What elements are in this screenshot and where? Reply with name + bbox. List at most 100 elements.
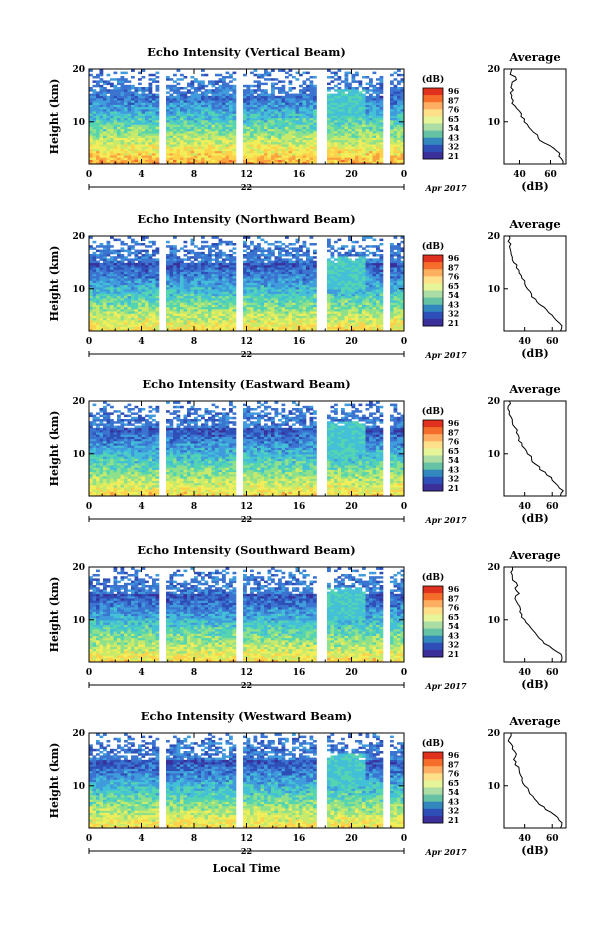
heatmap-cell bbox=[355, 307, 359, 310]
heatmap-cell bbox=[257, 131, 261, 134]
heatmap-cell bbox=[285, 113, 289, 116]
heatmap-cell bbox=[149, 138, 153, 141]
heatmap-cell bbox=[376, 102, 380, 105]
heatmap-cell bbox=[261, 151, 265, 154]
heatmap-cell bbox=[145, 111, 149, 114]
heatmap-cell bbox=[229, 144, 233, 147]
heatmap-cell bbox=[128, 122, 132, 125]
heatmap-cell bbox=[170, 280, 174, 283]
heatmap-cell bbox=[198, 89, 202, 92]
heatmap-cell bbox=[366, 120, 370, 123]
heatmap-cell bbox=[131, 127, 135, 130]
heatmap-cell bbox=[180, 300, 184, 303]
heatmap-cell bbox=[124, 302, 128, 305]
heatmap-cell bbox=[93, 280, 97, 283]
heatmap-cell bbox=[180, 320, 184, 323]
heatmap-cell bbox=[278, 116, 282, 119]
heatmap-cell bbox=[292, 149, 296, 152]
heatmap-cell bbox=[313, 327, 317, 330]
heatmap-cell bbox=[145, 157, 149, 160]
heatmap-cell bbox=[145, 291, 149, 294]
heatmap-cell bbox=[149, 278, 153, 281]
heatmap-cell bbox=[215, 311, 219, 314]
heatmap-cell bbox=[114, 296, 118, 299]
heatmap-cell bbox=[310, 296, 314, 299]
heatmap-cell bbox=[208, 98, 212, 101]
heatmap-cell bbox=[292, 327, 296, 330]
heatmap-cell bbox=[310, 102, 314, 105]
heatmap-cell bbox=[205, 313, 209, 316]
heatmap-cell bbox=[352, 102, 356, 105]
heatmap-cell bbox=[271, 307, 275, 310]
heatmap-cell bbox=[275, 140, 279, 143]
heatmap-cell bbox=[369, 307, 373, 310]
heatmap-cell bbox=[152, 285, 156, 288]
heatmap-cell bbox=[222, 318, 226, 321]
heatmap-cell bbox=[285, 151, 289, 154]
heatmap-cell bbox=[145, 109, 149, 112]
heatmap-cell bbox=[366, 98, 370, 101]
heatmap-cell bbox=[173, 305, 177, 308]
heatmap-cell bbox=[219, 98, 223, 101]
heatmap-cell bbox=[198, 160, 202, 163]
heatmap-cell bbox=[247, 140, 251, 143]
heatmap-cell bbox=[187, 309, 191, 312]
heatmap-cell bbox=[145, 135, 149, 138]
heatmap-cell bbox=[341, 285, 345, 288]
heatmap-cell bbox=[191, 305, 195, 308]
heatmap-cell bbox=[100, 122, 104, 125]
heatmap-cell bbox=[201, 133, 205, 136]
heatmap-cell bbox=[271, 85, 275, 88]
heatmap-cell bbox=[205, 280, 209, 283]
heatmap-cell bbox=[282, 160, 286, 163]
heatmap-cell bbox=[222, 311, 226, 314]
heatmap-cell bbox=[380, 149, 384, 152]
heatmap-cell bbox=[310, 127, 314, 130]
heatmap-cell bbox=[390, 138, 394, 141]
heatmap-cell bbox=[247, 305, 251, 308]
heatmap-cell bbox=[303, 72, 307, 75]
heatmap-cell bbox=[380, 85, 384, 88]
heatmap-cell bbox=[142, 94, 146, 97]
heatmap-cell bbox=[394, 302, 398, 305]
heatmap-cell bbox=[278, 322, 282, 325]
heatmap-cell bbox=[138, 102, 142, 105]
heatmap-cell bbox=[156, 76, 160, 79]
heatmap-cell bbox=[233, 138, 237, 141]
heatmap-cell bbox=[222, 142, 226, 145]
heatmap-cell bbox=[229, 294, 233, 297]
heatmap-cell bbox=[373, 127, 377, 130]
heatmap-cell bbox=[376, 287, 380, 290]
heatmap-cell bbox=[114, 72, 118, 75]
heatmap-cell bbox=[135, 151, 139, 154]
heatmap-cell bbox=[362, 307, 366, 310]
heatmap-cell bbox=[257, 311, 261, 314]
heatmap-cell bbox=[131, 102, 135, 105]
heatmap-cell bbox=[394, 285, 398, 288]
heatmap-cell bbox=[124, 111, 128, 114]
heatmap-cell bbox=[177, 313, 181, 316]
heatmap-cell bbox=[103, 287, 107, 290]
heatmap-cell bbox=[345, 107, 349, 110]
heatmap-cell bbox=[250, 138, 254, 141]
heatmap-cell bbox=[348, 138, 352, 141]
heatmap-cell bbox=[194, 160, 198, 163]
heatmap-cell bbox=[215, 287, 219, 290]
heatmap-cell bbox=[310, 133, 314, 136]
heatmap-cell bbox=[152, 307, 156, 310]
heatmap-cell bbox=[145, 94, 149, 97]
heatmap-cell bbox=[198, 83, 202, 86]
heatmap-cell bbox=[352, 320, 356, 323]
heatmap-cell bbox=[278, 131, 282, 134]
heatmap-cell bbox=[289, 135, 293, 138]
heatmap-cell bbox=[390, 289, 394, 292]
heatmap-cell bbox=[289, 74, 293, 77]
heatmap-cell bbox=[222, 91, 226, 94]
heatmap-cell bbox=[282, 327, 286, 330]
heatmap-cell bbox=[348, 287, 352, 290]
heatmap-cell bbox=[254, 313, 258, 316]
heatmap-cell bbox=[89, 146, 93, 149]
heatmap-cell bbox=[124, 138, 128, 141]
heatmap-cell bbox=[278, 153, 282, 156]
heatmap-cell bbox=[145, 322, 149, 325]
